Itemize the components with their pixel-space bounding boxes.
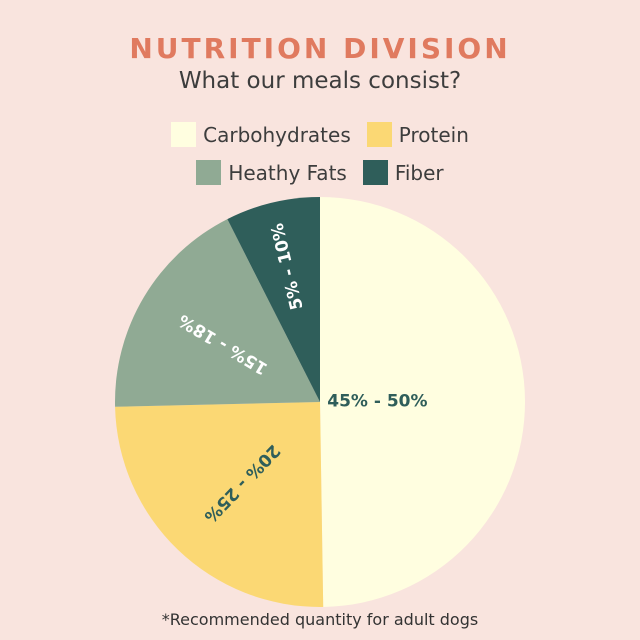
- legend-swatch-fats: [196, 160, 222, 185]
- legend-swatch-carbohydrates: [171, 122, 197, 147]
- legend-label-fats: Heathy Fats: [228, 160, 347, 185]
- legend-item-carbohydrates: Carbohydrates: [171, 122, 351, 147]
- pie-slice-protein: [115, 402, 324, 607]
- legend-label-protein: Protein: [398, 122, 469, 147]
- legend-swatch-protein: [366, 122, 392, 147]
- legend-label-fiber: Fiber: [394, 160, 444, 185]
- legend-item-fats: Heathy Fats: [196, 160, 347, 185]
- chart-title: NUTRITION DIVISION: [129, 32, 511, 65]
- legend-label-carbohydrates: Carbohydrates: [203, 122, 351, 147]
- pie-slice-carbohydrates: [320, 197, 526, 607]
- legend-swatch-fiber: [362, 160, 388, 185]
- footnote: *Recommended quantity for adult dogs: [161, 610, 479, 629]
- legend-item-fiber: Fiber: [362, 160, 444, 185]
- legend-row-2: Heathy Fats Fiber: [0, 160, 640, 185]
- pie-slice-fiber: [227, 197, 320, 402]
- legend-row-1: Carbohydrates Protein: [0, 122, 640, 147]
- legend-item-protein: Protein: [366, 122, 469, 147]
- slice-label-carbohydrates: 45% - 50%: [327, 392, 427, 412]
- chart-subtitle: What our meals consist?: [178, 68, 462, 94]
- pie-slice-fats: [115, 219, 320, 407]
